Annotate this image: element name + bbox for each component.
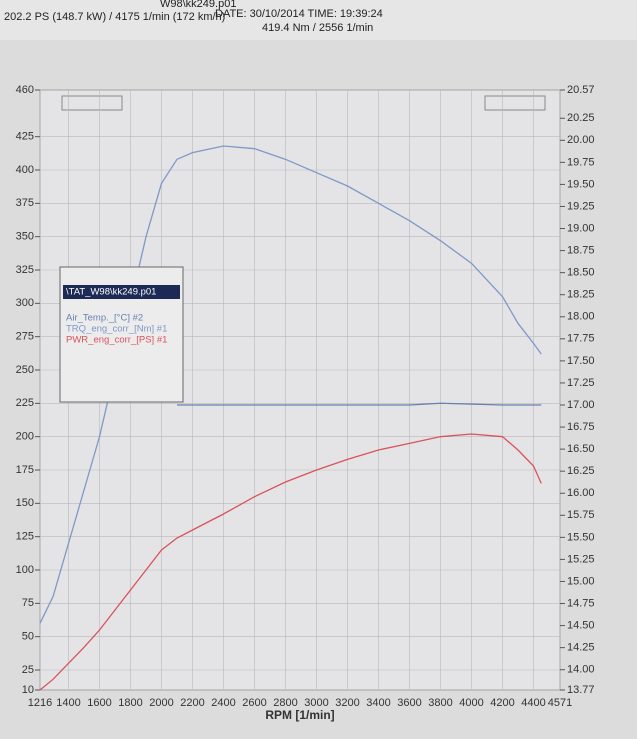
y-tick-label: 200 — [16, 431, 34, 443]
x-tick-label: 1216 — [28, 697, 52, 709]
y2-tick-label: 18.75 — [567, 244, 595, 256]
y2-tick-label: 16.75 — [567, 421, 595, 433]
y2-tick-label: 14.00 — [567, 664, 595, 676]
y2-tick-label: 17.00 — [567, 399, 595, 411]
y2-tick-label: 16.25 — [567, 465, 595, 477]
y2-tick-label: 17.25 — [567, 377, 595, 389]
legend-entry: TRQ_eng_corr_[Nm] #1 — [66, 324, 167, 335]
lines — [39, 145, 542, 691]
x-tick-label: 4000 — [459, 697, 483, 709]
y-tick-label: 150 — [16, 497, 34, 509]
y2-tick-label: 15.75 — [567, 509, 595, 521]
y2-tick-label: 16.50 — [567, 443, 595, 455]
y-tick-label: 460 — [16, 84, 34, 96]
frame-box — [61, 95, 123, 111]
data-line — [39, 433, 542, 691]
y2-tick-label: 17.75 — [567, 333, 595, 345]
x-tick-label: 2200 — [180, 697, 204, 709]
x-tick-label: 1800 — [118, 697, 142, 709]
legend-title-bg — [63, 285, 180, 299]
y2-tick-label: 15.00 — [567, 575, 595, 587]
x-axis-label: RPM [1/min] — [265, 708, 334, 722]
y2-tick-label: 14.75 — [567, 597, 595, 609]
legend-entry: PWR_eng_corr_[PS] #1 — [66, 335, 167, 346]
y2-tick-label: 19.50 — [567, 178, 595, 190]
x-tick-label: 3800 — [428, 697, 452, 709]
frame-box — [484, 95, 546, 111]
x-tick-label: 3600 — [397, 697, 421, 709]
date: DATE: 30/10/2014 TIME: 19:39:24 — [215, 8, 383, 20]
y-tick-label: 375 — [16, 197, 34, 209]
y2-tick-label: 20.00 — [567, 134, 595, 146]
y2-tick-label: 20.25 — [567, 112, 595, 124]
y2-tick-label: 18.25 — [567, 289, 595, 301]
file-name: W98\kk249.p01 — [160, 0, 236, 10]
header-strip — [0, 0, 637, 40]
y2-tick-label: 17.50 — [567, 355, 595, 367]
x-tick-label: 1400 — [56, 697, 80, 709]
y-tick-label: 275 — [16, 331, 34, 343]
x-tick-label: 2600 — [242, 697, 266, 709]
y-tick-label: 175 — [16, 464, 34, 476]
y2-tick-label: 19.75 — [567, 156, 595, 168]
grid — [39, 89, 561, 691]
y2-tick-label: 14.25 — [567, 642, 595, 654]
y2-tick-label: 18.00 — [567, 311, 595, 323]
legend-entry: Air_Temp._[°C] #2 — [66, 313, 143, 324]
y-tick-label: 50 — [22, 631, 34, 643]
y-tick-label: 10 — [22, 684, 34, 696]
y-tick-label: 325 — [16, 264, 34, 276]
y2-tick-label: 19.25 — [567, 200, 595, 212]
chart-subtitle: 419.4 Nm / 2556 1/min — [262, 22, 373, 34]
y-tick-label: 100 — [16, 564, 34, 576]
chart-title: 202.2 PS (148.7 kW) / 4175 1/min (172 km… — [4, 11, 225, 23]
y-tick-label: 225 — [16, 397, 34, 409]
data-line — [177, 402, 542, 406]
y-tick-label: 250 — [16, 364, 34, 376]
y-tick-label: 300 — [16, 297, 34, 309]
x-tick-label: 4200 — [490, 697, 514, 709]
y2-tick-label: 18.50 — [567, 267, 595, 279]
data-line — [39, 145, 542, 624]
x-tick-label: 4571 — [548, 697, 572, 709]
x-tick-label: 2000 — [149, 697, 173, 709]
y-tick-label: 75 — [22, 597, 34, 609]
y-tick-label: 425 — [16, 131, 34, 143]
x-tick-label: 3000 — [304, 697, 328, 709]
x-tick-label: 3400 — [366, 697, 390, 709]
y2-tick-label: 14.50 — [567, 619, 595, 631]
x-tick-label: 1600 — [87, 697, 111, 709]
y2-tick-label: 16.00 — [567, 487, 595, 499]
y2-tick-label: 13.77 — [567, 684, 595, 696]
y-tick-label: 25 — [22, 664, 34, 676]
x-tick-label: 2400 — [211, 697, 235, 709]
legend: \TAT_W98\kk249.p01 Air_Temp._[°C] #2TRQ_… — [59, 266, 184, 403]
legend-title: \TAT_W98\kk249.p01 — [66, 287, 156, 298]
x-tick-label: 2800 — [273, 697, 297, 709]
y2-tick-label: 15.50 — [567, 531, 595, 543]
y2-tick-label: 15.25 — [567, 553, 595, 565]
y-tick-label: 350 — [16, 231, 34, 243]
x-tick-label: 3200 — [335, 697, 359, 709]
y2-tick-label: 19.00 — [567, 222, 595, 234]
x-tick-label: 4400 — [521, 697, 545, 709]
y-tick-label: 125 — [16, 531, 34, 543]
y-tick-label: 400 — [16, 164, 34, 176]
y2-tick-label: 20.57 — [567, 84, 595, 96]
